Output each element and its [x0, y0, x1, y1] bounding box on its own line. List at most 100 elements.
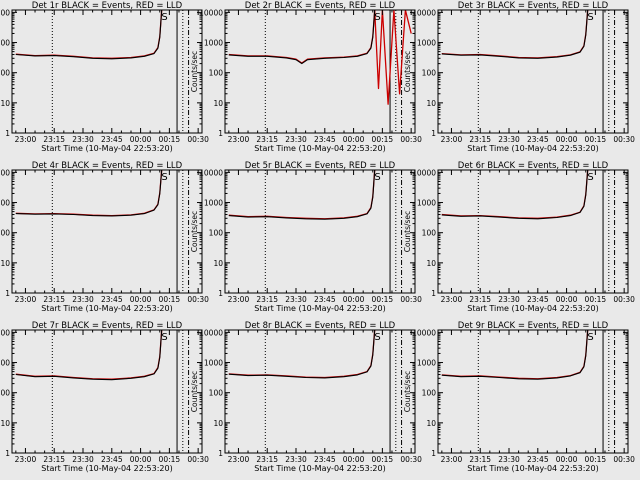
x-tick-label: 23:45 [527, 295, 549, 304]
y-axis-label: Counts/sec [403, 51, 412, 92]
x-tick-label: 00:30 [613, 455, 635, 464]
y-tick-label: 1 [218, 289, 223, 298]
x-tick-label: 00:30 [400, 135, 422, 144]
lld-series-line [15, 330, 163, 380]
y-tick-label: 10000 [412, 8, 436, 17]
x-tick-label: 00:30 [187, 295, 209, 304]
x-tick-label: 00:00 [343, 295, 365, 304]
y-tick-label: 10 [426, 259, 436, 268]
y-axis-label: Counts/sec [403, 371, 412, 412]
x-tick-label: 23:00 [441, 135, 463, 144]
series-group [228, 10, 412, 105]
x-tick-label: 00:15 [372, 455, 394, 464]
reference-lines [264, 170, 403, 293]
reference-lines [51, 10, 190, 133]
x-axis-label: Start Time (10-May-04 22:53:20) [254, 304, 385, 313]
x-tick-label: 23:45 [527, 455, 549, 464]
plot-frame [224, 329, 416, 454]
x-tick-label: 23:00 [228, 455, 250, 464]
x-tick-label: 23:45 [527, 135, 549, 144]
lld-series-line [15, 10, 163, 59]
x-tick-label: 23:15 [256, 455, 278, 464]
x-axis-label: Start Time (10-May-04 22:53:20) [41, 144, 172, 153]
y-tick-label: 1 [431, 129, 436, 138]
y-tick-label: 10000 [199, 8, 223, 17]
y-tick-label: 10 [213, 99, 223, 108]
x-tick-label: 00:30 [400, 455, 422, 464]
saa-marker-label: S [374, 172, 380, 183]
y-tick-label: 10 [426, 99, 436, 108]
x-tick-label: 00:00 [343, 135, 365, 144]
y-tick-label: 1000 [0, 199, 10, 208]
series-group [228, 170, 376, 220]
saa-marker-label: S [374, 332, 380, 343]
x-tick-label: 00:15 [159, 135, 181, 144]
y-tick-label: 10000 [0, 168, 10, 177]
lld-series-line [228, 10, 412, 105]
x-tick-label: 00:30 [613, 295, 635, 304]
panel-title: Det 9r BLACK = Events, RED = LLD [458, 321, 609, 331]
y-tick-label: 1000 [0, 39, 10, 48]
series-group [15, 170, 163, 217]
panel-title: Det 3r BLACK = Events, RED = LLD [458, 1, 609, 11]
panel-title: Det 2r BLACK = Events, RED = LLD [245, 1, 396, 11]
x-tick-label: 23:15 [469, 455, 491, 464]
y-tick-label: 100 [0, 69, 10, 78]
reference-lines [51, 330, 190, 453]
y-tick-label: 100 [422, 229, 437, 238]
panel-title: Det 4r BLACK = Events, RED = LLD [32, 161, 183, 171]
x-axis-label: Start Time (10-May-04 22:53:20) [254, 144, 385, 153]
x-tick-label: 00:30 [613, 135, 635, 144]
x-tick-label: 00:00 [343, 455, 365, 464]
saa-marker-label: S [161, 172, 167, 183]
panel-title: Det 8r BLACK = Events, RED = LLD [245, 321, 396, 331]
y-tick-label: 1000 [204, 359, 223, 368]
plot-frame [437, 169, 629, 294]
events-series-line [228, 330, 376, 379]
y-tick-label: 1000 [204, 199, 223, 208]
x-axis-label: Start Time (10-May-04 22:53:20) [467, 464, 598, 473]
x-tick-label: 23:45 [314, 295, 336, 304]
x-tick-label: 23:15 [256, 295, 278, 304]
x-tick-label: 23:15 [256, 135, 278, 144]
events-series-line [15, 170, 163, 217]
x-tick-label: 23:00 [15, 295, 37, 304]
events-series-line [441, 170, 589, 220]
x-tick-label: 00:30 [187, 135, 209, 144]
series-group [441, 170, 589, 220]
x-tick-label: 23:00 [228, 135, 250, 144]
y-tick-label: 100 [422, 389, 437, 398]
x-tick-label: 23:00 [441, 455, 463, 464]
y-tick-label: 10000 [0, 8, 10, 17]
panel-title: Det 5r BLACK = Events, RED = LLD [245, 161, 396, 171]
x-tick-label: 00:00 [556, 455, 578, 464]
y-tick-label: 10 [426, 419, 436, 428]
x-tick-label: 23:45 [101, 135, 123, 144]
x-tick-label: 00:15 [159, 295, 181, 304]
events-series-line [15, 330, 163, 381]
lld-series-line [441, 170, 589, 219]
y-tick-label: 1000 [0, 359, 10, 368]
x-tick-label: 23:30 [285, 295, 307, 304]
x-tick-label: 00:00 [130, 455, 152, 464]
plot-frame [11, 9, 203, 134]
x-tick-label: 23:15 [469, 135, 491, 144]
saa-marker-label: S [374, 12, 380, 23]
x-axis-label: Start Time (10-May-04 22:53:20) [467, 144, 598, 153]
y-tick-label: 1000 [417, 199, 436, 208]
x-tick-label: 23:00 [15, 135, 37, 144]
reference-lines [51, 170, 190, 293]
y-tick-label: 10 [0, 419, 10, 428]
y-tick-label: 1 [5, 449, 10, 458]
x-tick-label: 23:00 [15, 455, 37, 464]
x-tick-label: 00:15 [159, 455, 181, 464]
events-series-line [228, 10, 376, 65]
x-tick-label: 23:00 [228, 295, 250, 304]
y-tick-label: 10000 [199, 328, 223, 337]
y-tick-label: 10000 [0, 328, 10, 337]
reference-lines [264, 330, 403, 453]
